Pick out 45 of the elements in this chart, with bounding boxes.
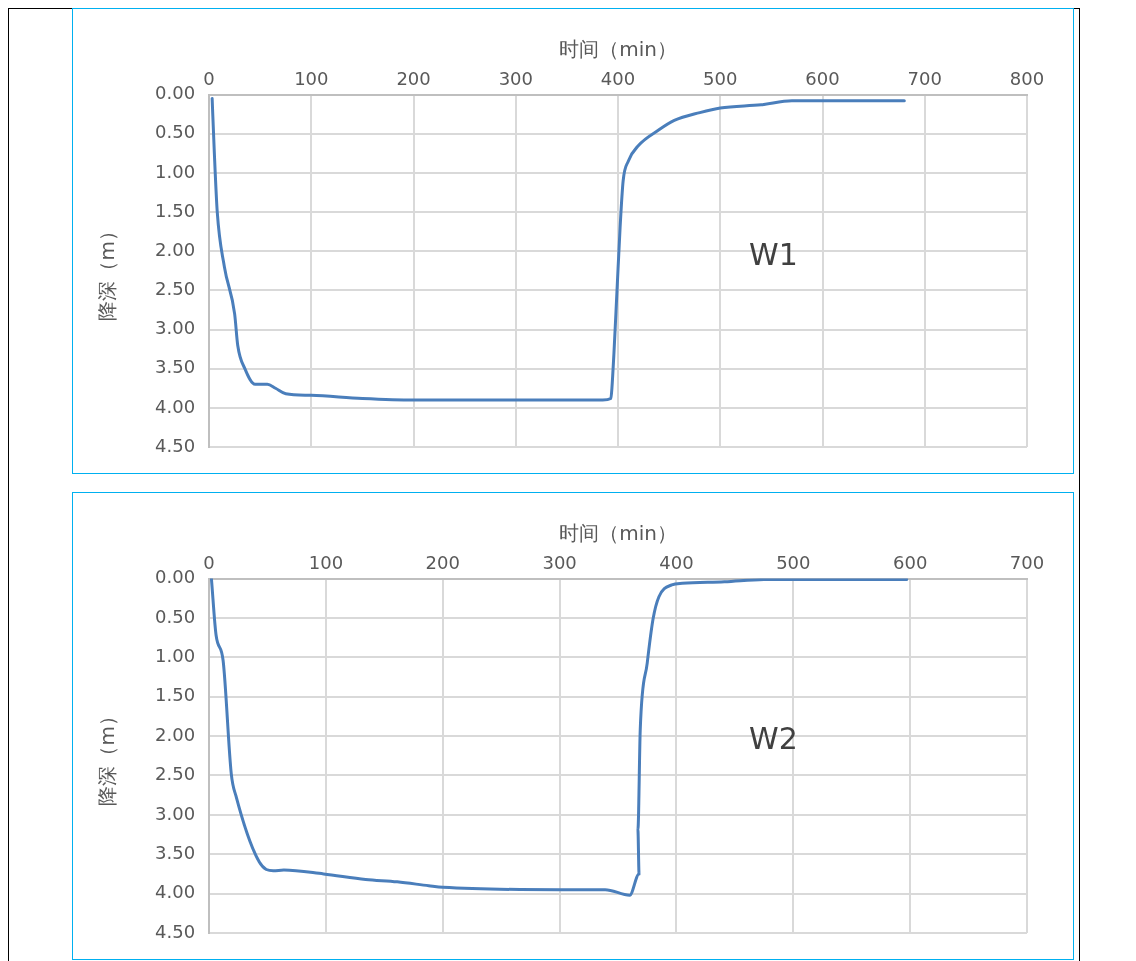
x-tick-label: 600 xyxy=(892,552,928,574)
y-tick-label: 3.00 xyxy=(155,802,196,824)
x-tick-label: 700 xyxy=(907,68,942,90)
annotation: W1 xyxy=(749,236,798,272)
x-tick-label: 600 xyxy=(805,68,840,90)
y-axis-title: 降深（m） xyxy=(95,221,120,321)
x-tick-label: 800 xyxy=(1009,68,1045,90)
x-tick-label: 200 xyxy=(425,552,460,574)
y-tick-label: 0.00 xyxy=(155,82,196,104)
x-tick-label: 300 xyxy=(542,552,577,574)
y-tick-label: 4.50 xyxy=(155,434,196,456)
x-tick-label: 400 xyxy=(600,68,636,90)
y-tick-label: 3.00 xyxy=(155,317,196,339)
y-tick-label: 1.50 xyxy=(155,684,196,706)
y-tick-label: 2.00 xyxy=(155,238,196,260)
y-tick-label: 2.50 xyxy=(155,763,196,785)
x-tick-label: 700 xyxy=(1009,552,1045,574)
y-tick-label: 1.00 xyxy=(155,160,196,182)
x-tick-label: 400 xyxy=(659,552,694,574)
y-tick-label: 0.50 xyxy=(155,605,196,627)
annotation: W2 xyxy=(749,721,798,757)
x-tick-label: 500 xyxy=(703,68,738,90)
line-series xyxy=(209,578,909,897)
x-tick-label: 200 xyxy=(396,68,431,90)
x-tick-label: 100 xyxy=(294,68,329,90)
y-tick-label: 1.00 xyxy=(155,645,196,667)
y-tick-label: 3.50 xyxy=(155,841,196,863)
y-tick-label: 2.50 xyxy=(155,278,196,300)
y-tick-label: 0.00 xyxy=(155,566,196,588)
y-axis-title: 降深（m） xyxy=(95,706,120,806)
y-tick-label: 4.50 xyxy=(155,920,196,942)
y-tick-label: 4.00 xyxy=(155,881,196,903)
x-tick-label: 500 xyxy=(776,552,811,574)
y-tick-label: 0.50 xyxy=(155,121,196,143)
y-tick-label: 3.50 xyxy=(155,356,196,378)
x-tick-label: 300 xyxy=(498,68,533,90)
x-axis-title: 时间（min） xyxy=(559,521,677,546)
y-tick-label: 4.00 xyxy=(155,395,196,417)
x-axis-title: 时间（min） xyxy=(559,37,677,62)
y-tick-label: 2.00 xyxy=(155,723,196,745)
x-tick-label: 100 xyxy=(308,552,344,574)
x-tick-label: 0 xyxy=(203,552,215,574)
x-tick-label: 0 xyxy=(203,68,215,90)
y-tick-label: 1.50 xyxy=(155,199,196,221)
line-series xyxy=(210,97,906,402)
